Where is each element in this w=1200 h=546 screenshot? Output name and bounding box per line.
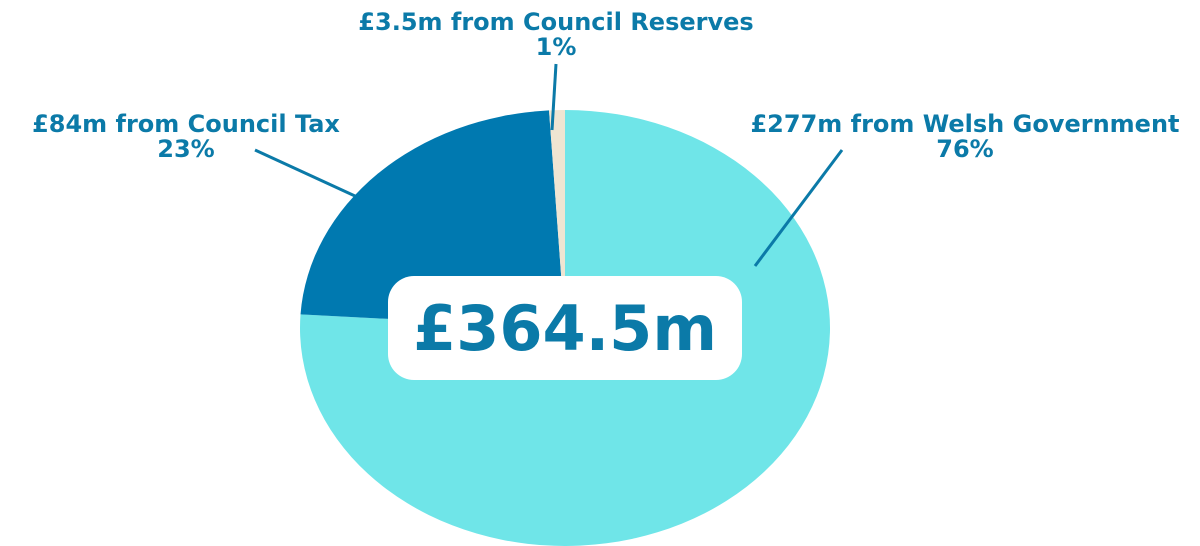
pie-slice [549, 110, 565, 328]
leader-lines [254, 63, 844, 267]
slice-percent-label: 1% [536, 33, 577, 61]
slice-percent-label: 76% [936, 135, 993, 163]
center-total-label: £364.5m [413, 292, 717, 365]
leader-line [753, 149, 844, 267]
slice-percent-label: 23% [157, 135, 214, 163]
slice-label: £3.5m from Council Reserves [358, 8, 753, 36]
slice-label: £84m from Council Tax [32, 110, 340, 138]
leader-line [550, 63, 558, 131]
slice-label: £277m from Welsh Government [750, 110, 1179, 138]
pie-slice [300, 110, 565, 328]
center-total-box [388, 276, 742, 380]
leader-line [254, 148, 356, 198]
